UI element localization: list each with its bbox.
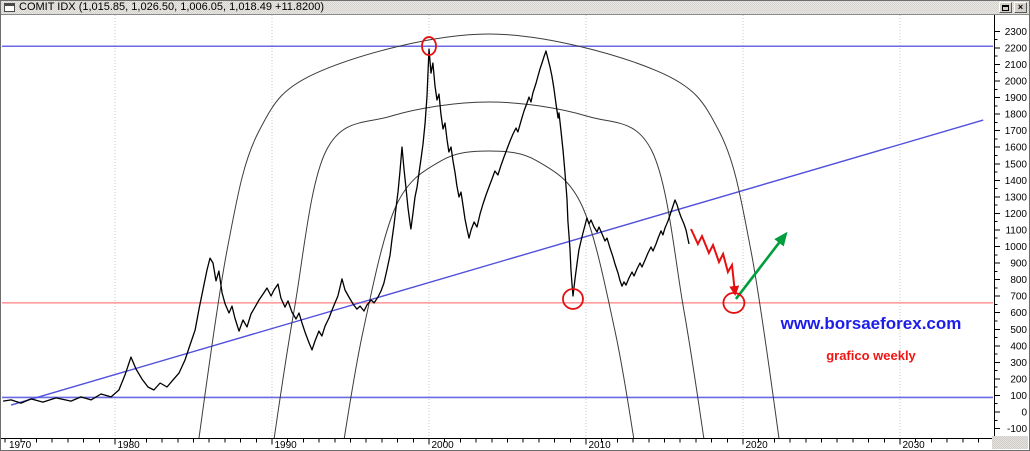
highlight-circle (562, 288, 584, 310)
projection-zigzag (690, 228, 740, 296)
y-axis-label: 1800 (1005, 110, 1028, 121)
y-axis-label: 1400 (1005, 176, 1028, 187)
x-axis-label: 1970 (9, 440, 32, 451)
x-axis-label: 1980 (118, 440, 141, 451)
y-axis-label: 200 (1010, 374, 1027, 385)
y-axis-label: 1000 (1005, 242, 1028, 253)
outer-cycle-arc (198, 33, 780, 439)
y-axis-label: 1100 (1005, 225, 1027, 236)
y-axis-label: 1700 (1005, 126, 1028, 137)
y-axis-label: 2000 (1005, 77, 1028, 88)
y-axis-label: 1500 (1005, 159, 1028, 170)
y-axis-label: 0 (1021, 408, 1027, 419)
y-axis-label: 800 (1010, 275, 1027, 286)
y-axis-label: 900 (1010, 259, 1027, 270)
highlight-circle (722, 292, 746, 314)
chart-plot-area[interactable]: 1970 1980 1990 2000 2010 2020 2030 -100 0 100 200 3… (1, 14, 1029, 450)
maximize-icon (1002, 4, 1009, 11)
y-axis-label: 2300 (1005, 27, 1028, 38)
trend-line (10, 119, 984, 406)
maximize-button[interactable] (999, 2, 1012, 13)
highlight-circle (421, 36, 437, 56)
watermark-site: www.borsaeforex.com (780, 314, 962, 333)
y-axis-label: 1600 (1005, 143, 1028, 154)
y-axis-label: 100 (1010, 391, 1027, 402)
y-axis-label: 1200 (1005, 209, 1028, 220)
y-axis-label: 2100 (1005, 60, 1028, 71)
x-axis-label: 2010 (589, 440, 612, 451)
watermark-caption: grafico weekly (826, 348, 916, 363)
x-axis-label: 2000 (432, 440, 455, 451)
x-axis-label: 1990 (275, 440, 298, 451)
y-axis-label: 2200 (1005, 43, 1028, 54)
y-axis-label: 700 (1010, 292, 1027, 303)
y-axis-label: -100 (1007, 424, 1027, 435)
x-axis-label: 2020 (746, 440, 769, 451)
price-series (3, 48, 690, 404)
y-axis-label: 600 (1010, 308, 1027, 319)
x-axis-label: 2030 (903, 440, 926, 451)
close-button[interactable]: × (1014, 2, 1027, 13)
window-icon[interactable] (4, 3, 15, 12)
y-axis-label: 1300 (1005, 192, 1028, 203)
y-axis-label: 500 (1010, 325, 1027, 336)
projection-arrow (734, 231, 788, 300)
y-axis-label: 400 (1010, 341, 1027, 352)
y-axis-label: 1900 (1005, 93, 1028, 104)
title-bar[interactable]: COMIT IDX (1,015.85, 1,026.50, 1,006.05,… (1, 1, 1029, 15)
y-axis-label: 300 (1010, 358, 1027, 369)
close-icon: × (1017, 2, 1024, 12)
corner-grip (992, 436, 1028, 449)
window-title: COMIT IDX (1,015.85, 1,026.50, 1,006.05,… (19, 1, 325, 13)
middle-cycle-arc (273, 101, 705, 439)
inner-cycle-arc (343, 150, 635, 439)
